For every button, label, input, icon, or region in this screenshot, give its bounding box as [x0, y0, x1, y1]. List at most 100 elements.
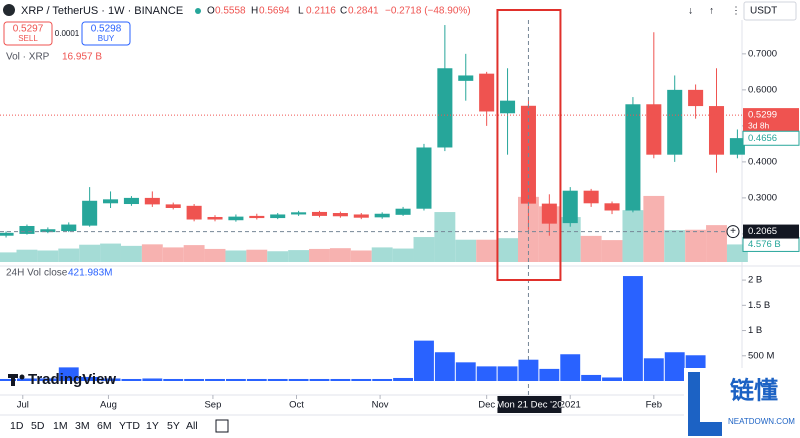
volume-overlay-bar — [434, 212, 456, 262]
watermark-name: 链懂 — [730, 376, 778, 404]
volume-overlay-bar — [183, 245, 205, 262]
price-tag-label: 0.4656 — [748, 133, 777, 144]
volume-overlay-bar — [79, 244, 101, 262]
crosshair-date-tag — [497, 396, 562, 413]
volume-bar — [539, 368, 560, 381]
volume-overlay-bar — [162, 247, 184, 262]
volume-legend-value: 16.957 B — [62, 52, 102, 63]
change: −0.2718 (−48.90%) — [385, 6, 471, 17]
sell-label[interactable]: SELL — [18, 34, 38, 43]
volume-bar — [288, 378, 309, 381]
volume-bar — [0, 378, 17, 381]
volume-overlay-bar — [141, 244, 163, 262]
spread: 0.0001 — [55, 29, 80, 38]
ohlc-key: H — [251, 6, 258, 17]
logo-mark — [19, 374, 25, 380]
volume-bar — [17, 378, 37, 381]
candle-body — [291, 212, 307, 215]
x-tick-label: Nov — [372, 400, 389, 411]
vol-legend-value: 421.983M — [68, 268, 112, 279]
currency[interactable]: USDT — [750, 6, 777, 17]
timeframe-button[interactable]: 1Y — [146, 420, 159, 432]
volume-bar — [184, 378, 205, 381]
volume-overlay-bar — [246, 249, 268, 262]
candle-body — [0, 232, 14, 236]
vol-title: 24H Vol — [6, 268, 41, 279]
y-tick-label: 0.3000 — [748, 192, 777, 203]
calendar-icon[interactable] — [215, 419, 229, 433]
crosshair-price-label: 0.2065 — [748, 226, 777, 237]
volume-bar — [100, 378, 121, 381]
more-icon[interactable]: ⋮ — [731, 6, 741, 17]
buy-price[interactable]: 0.5298 — [91, 24, 122, 35]
volume-bar — [581, 374, 602, 381]
volume-bar — [58, 367, 79, 381]
volume-overlay-bar — [476, 239, 498, 262]
y-tick-label: 0.6000 — [748, 84, 777, 95]
logo-mark — [11, 374, 15, 386]
crosshair-price-tag — [743, 224, 799, 239]
sell-button[interactable] — [3, 21, 53, 46]
volume-overlay-bar — [413, 237, 435, 262]
volume-overlay-bar — [0, 252, 17, 262]
volume-bar — [246, 378, 267, 381]
volume-overlay-bar — [120, 245, 142, 262]
y-tick-label: 0.7000 — [748, 48, 777, 59]
candle-body — [541, 203, 557, 224]
volume-bar — [560, 354, 581, 381]
candle-body — [61, 224, 77, 232]
candle-body — [144, 197, 160, 205]
volume-overlay-bar — [580, 235, 602, 262]
timeframe-button[interactable]: YTD — [119, 420, 140, 432]
price-tag-countdown: 3d 8h — [748, 120, 770, 130]
ohlc-value: 0.5558 — [215, 6, 246, 17]
volume-bar — [664, 352, 685, 381]
highlight-box — [496, 9, 562, 281]
volume-bar — [309, 378, 330, 381]
crosshair-plus-sign: + — [730, 226, 736, 237]
timeframe-button[interactable]: 1D — [10, 420, 24, 432]
volume-bar — [622, 276, 643, 381]
timeframe-button[interactable]: 6M — [97, 420, 112, 432]
candle-body — [332, 213, 348, 217]
currency-box[interactable] — [743, 1, 797, 21]
symbol: XRP / TetherUS · 1W · BINANCE — [21, 5, 183, 17]
buy-label[interactable]: BUY — [98, 34, 115, 43]
volume-overlay-bar — [643, 195, 665, 262]
timeframe-button[interactable]: 3M — [75, 420, 90, 432]
timeframe-button[interactable]: All — [186, 420, 198, 432]
candle-body — [165, 204, 181, 208]
x-tick-label: Feb — [646, 400, 662, 411]
y-tick-label: 1 B — [748, 325, 762, 336]
down-icon[interactable]: ↓ — [688, 6, 693, 17]
x-tick-label: Oct — [289, 400, 304, 411]
volume-overlay-bar — [16, 249, 38, 262]
ohlc-value: 0.2116 — [306, 6, 336, 17]
symbol-icon — [3, 4, 15, 16]
ohlc-key: C — [340, 6, 347, 17]
x-tick-label: Aug — [100, 400, 117, 411]
y-tick-label: 2 B — [748, 275, 762, 286]
candle-body — [228, 216, 244, 221]
sell-price[interactable]: 0.5297 — [13, 24, 44, 35]
volume-overlay-bar — [204, 248, 226, 262]
volume-overlay-bar — [267, 251, 289, 262]
volume-bar — [602, 377, 622, 381]
candle-body — [374, 213, 390, 218]
ohlc-key: O — [207, 6, 215, 17]
up-icon[interactable]: ↑ — [709, 6, 714, 17]
volume-bar — [351, 378, 372, 381]
candle-body — [688, 89, 704, 107]
volume-bar — [372, 378, 393, 381]
candle-body — [311, 211, 328, 216]
x-tick-label: Jul — [17, 400, 29, 411]
timeframe-button[interactable]: 1M — [53, 420, 68, 432]
candle-body — [667, 89, 683, 155]
ohlc-value: 0.5694 — [259, 6, 290, 17]
timeframe-button[interactable]: 5Y — [167, 420, 180, 432]
buy-button[interactable] — [81, 21, 131, 46]
volume-overlay-bar — [455, 239, 477, 262]
crosshair-plus[interactable] — [726, 225, 740, 239]
candle-body — [479, 73, 495, 112]
timeframe-button[interactable]: 5D — [31, 420, 45, 432]
